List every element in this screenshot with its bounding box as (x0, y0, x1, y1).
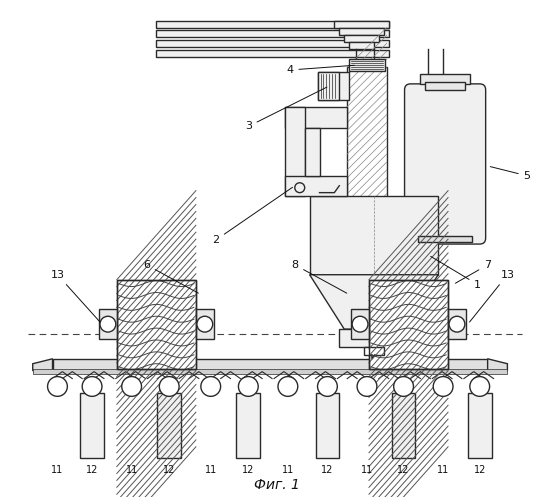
Text: 12: 12 (242, 464, 254, 474)
Bar (316, 394, 340, 458)
Text: 11: 11 (205, 464, 217, 474)
Bar (468, 394, 492, 458)
Bar (196, 310, 213, 339)
Bar (237, 394, 260, 458)
Text: 4: 4 (286, 65, 354, 75)
Bar (117, 280, 196, 368)
Circle shape (197, 316, 213, 332)
Bar (158, 394, 181, 458)
Circle shape (357, 376, 377, 396)
Bar (285, 106, 347, 128)
Text: 1: 1 (431, 256, 481, 290)
Bar (156, 40, 389, 48)
Bar (285, 106, 305, 196)
Bar (317, 72, 340, 100)
Text: 8: 8 (291, 260, 347, 293)
Circle shape (100, 316, 116, 332)
Circle shape (201, 376, 221, 396)
Bar (53, 359, 488, 370)
Circle shape (48, 376, 67, 396)
Bar (310, 196, 438, 274)
Bar (317, 72, 349, 100)
Text: 7: 7 (456, 260, 491, 283)
Bar (419, 236, 472, 242)
Polygon shape (488, 359, 508, 370)
Circle shape (317, 376, 337, 396)
Text: 11: 11 (126, 464, 138, 474)
Circle shape (122, 376, 142, 396)
Bar (285, 176, 347, 196)
Circle shape (159, 376, 179, 396)
Circle shape (394, 376, 414, 396)
Polygon shape (33, 359, 53, 370)
Text: 13: 13 (50, 270, 100, 322)
Bar (99, 310, 117, 339)
Bar (117, 280, 196, 368)
Text: 3: 3 (245, 87, 327, 132)
Text: 11: 11 (281, 464, 294, 474)
Bar (425, 82, 465, 90)
Bar (340, 28, 384, 35)
Bar (369, 280, 448, 368)
Circle shape (82, 376, 102, 396)
Bar (340, 329, 409, 347)
Bar (351, 310, 369, 339)
Bar (80, 394, 104, 458)
Circle shape (470, 376, 489, 396)
Bar (156, 50, 389, 57)
Text: 12: 12 (321, 464, 333, 474)
Bar (347, 67, 387, 260)
Bar (344, 36, 379, 43)
Bar (369, 280, 448, 368)
Circle shape (449, 316, 465, 332)
Text: 12: 12 (398, 464, 410, 474)
Bar (349, 59, 385, 71)
Bar (448, 310, 466, 339)
Circle shape (352, 316, 368, 332)
Text: 12: 12 (163, 464, 175, 474)
Circle shape (278, 376, 298, 396)
Text: 5: 5 (491, 166, 531, 181)
Text: 12: 12 (86, 464, 98, 474)
Text: 11: 11 (437, 464, 449, 474)
Polygon shape (310, 274, 438, 329)
Text: 2: 2 (212, 188, 293, 245)
Circle shape (295, 183, 305, 192)
Circle shape (238, 376, 258, 396)
FancyBboxPatch shape (405, 84, 486, 244)
Bar (335, 20, 389, 28)
Bar (156, 20, 389, 28)
Text: 12: 12 (473, 464, 486, 474)
Text: 6: 6 (143, 260, 199, 293)
Text: 13: 13 (469, 270, 514, 322)
Circle shape (433, 376, 453, 396)
Bar (420, 74, 470, 84)
Text: 11: 11 (51, 464, 64, 474)
Bar (349, 42, 374, 50)
Text: 11: 11 (361, 464, 373, 474)
Text: Фиг. 1: Фиг. 1 (254, 478, 299, 492)
Bar (305, 128, 320, 176)
Bar (156, 30, 389, 38)
Bar (392, 394, 415, 458)
Bar (364, 347, 384, 355)
Bar (33, 368, 508, 374)
